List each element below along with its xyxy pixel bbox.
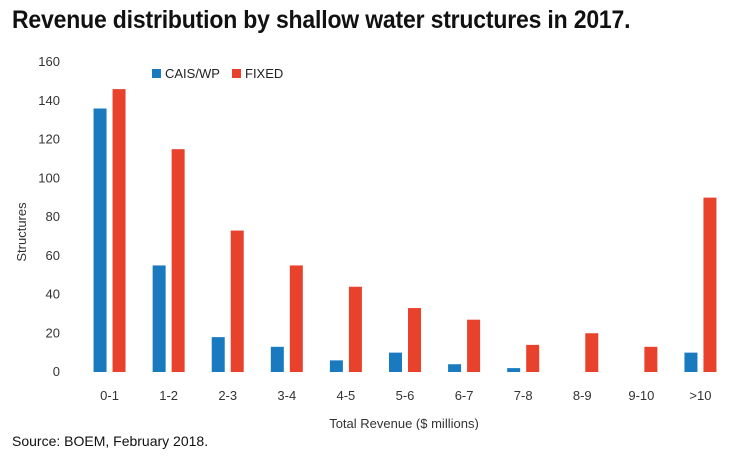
bars	[93, 89, 717, 372]
legend-label: FIXED	[245, 66, 283, 81]
x-tick-label: 0-1	[100, 388, 119, 403]
x-tick-label: 3-4	[277, 388, 296, 403]
legend: CAIS/WP FIXED	[152, 66, 283, 81]
y-tick-label: 100	[38, 170, 60, 185]
bar-cais-wp	[270, 346, 284, 372]
x-tick-label: 1-2	[159, 388, 178, 403]
bar-fixed	[348, 286, 362, 372]
x-tick-label: 5-6	[396, 388, 415, 403]
x-tick-label: 4-5	[337, 388, 356, 403]
bar-chart: 0 20 40 60 80 100 120 140 160 0-1 1-2 2-3 3-4 4-5 5-6…	[14, 54, 717, 430]
y-tick-label: 60	[46, 248, 60, 263]
y-axis: 0 20 40 60 80 100 120 140 160	[38, 54, 60, 379]
legend-label: CAIS/WP	[165, 66, 220, 81]
x-tick-label: >10	[689, 388, 711, 403]
bar-fixed	[230, 230, 244, 372]
bar-cais-wp	[211, 337, 225, 372]
x-tick-label: 7-8	[514, 388, 533, 403]
bar-fixed	[703, 197, 717, 372]
source-note: Source: BOEM, February 2018.	[12, 433, 209, 449]
legend-swatch	[232, 69, 241, 78]
bar-cais-wp	[329, 360, 343, 372]
bar-cais-wp	[448, 364, 462, 372]
y-tick-label: 140	[38, 93, 60, 108]
bar-fixed	[171, 149, 185, 372]
x-axis: 0-1 1-2 2-3 3-4 4-5 5-6 6-7 7-8 8-9 9-10 >10	[100, 388, 711, 403]
bar-fixed	[644, 346, 658, 372]
x-tick-label: 9-10	[628, 388, 654, 403]
y-tick-label: 40	[46, 287, 60, 302]
y-tick-label: 80	[46, 209, 60, 224]
y-axis-label: Structures	[14, 202, 29, 262]
x-axis-label: Total Revenue ($ millions)	[329, 416, 479, 430]
bar-fixed	[585, 333, 599, 372]
x-tick-label: 6-7	[455, 388, 474, 403]
bar-cais-wp	[389, 352, 402, 372]
chart-title: Revenue distribution by shallow water st…	[12, 6, 631, 34]
y-tick-label: 0	[53, 364, 60, 379]
bar-fixed	[289, 265, 303, 372]
bar-cais-wp	[684, 352, 698, 372]
y-tick-label: 120	[38, 132, 60, 147]
bar-fixed	[112, 89, 126, 372]
bar-fixed	[526, 344, 540, 372]
x-tick-label: 8-9	[573, 388, 592, 403]
y-tick-label: 160	[38, 54, 60, 69]
x-tick-label: 2-3	[218, 388, 237, 403]
legend-swatch	[152, 69, 161, 78]
bar-cais-wp	[93, 108, 107, 372]
bar-fixed	[408, 308, 421, 372]
bar-fixed	[467, 319, 481, 372]
bar-cais-wp	[507, 368, 521, 372]
bar-cais-wp	[152, 265, 166, 372]
y-tick-label: 20	[46, 325, 60, 340]
